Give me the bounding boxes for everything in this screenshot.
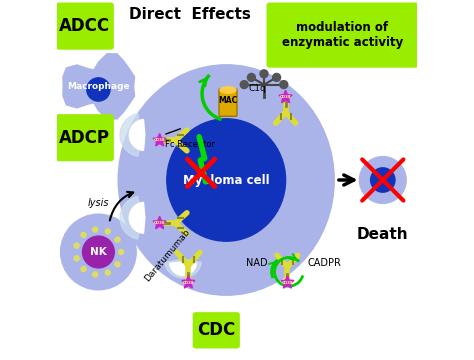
Text: CD38: CD38: [182, 280, 194, 285]
Text: CDC: CDC: [197, 321, 236, 339]
Text: CD38: CD38: [280, 95, 292, 99]
Wedge shape: [129, 120, 145, 150]
Circle shape: [81, 232, 86, 237]
Circle shape: [92, 272, 98, 277]
Text: Direct  Effects: Direct Effects: [129, 7, 251, 22]
Circle shape: [240, 81, 248, 89]
Polygon shape: [279, 90, 292, 103]
Ellipse shape: [167, 119, 286, 241]
Circle shape: [115, 237, 120, 242]
Text: Fc Receptor: Fc Receptor: [165, 140, 215, 149]
Circle shape: [118, 249, 124, 255]
Text: CD38: CD38: [282, 280, 293, 285]
Circle shape: [61, 214, 136, 290]
Wedge shape: [120, 114, 142, 156]
Circle shape: [359, 157, 406, 203]
Text: NK: NK: [90, 247, 107, 257]
Text: lysis: lysis: [88, 198, 109, 208]
Circle shape: [260, 70, 268, 78]
Text: ADCP: ADCP: [59, 129, 110, 147]
FancyBboxPatch shape: [266, 3, 418, 68]
Text: Macrophage: Macrophage: [67, 82, 130, 91]
Circle shape: [87, 78, 110, 101]
Text: Daratumumab: Daratumumab: [142, 228, 191, 284]
Text: Myeloma cell: Myeloma cell: [183, 174, 270, 186]
Text: ADCC: ADCC: [59, 17, 110, 35]
Text: Death: Death: [357, 227, 409, 242]
Circle shape: [82, 236, 114, 268]
Circle shape: [74, 256, 79, 261]
Circle shape: [74, 243, 79, 248]
Circle shape: [115, 262, 120, 267]
Circle shape: [247, 73, 255, 81]
Text: C1q: C1q: [248, 84, 266, 93]
Polygon shape: [182, 276, 195, 288]
Circle shape: [105, 270, 110, 275]
Circle shape: [273, 73, 281, 81]
Circle shape: [81, 267, 86, 272]
Polygon shape: [63, 54, 135, 119]
Text: modulation of
enzymatic activity: modulation of enzymatic activity: [282, 21, 403, 49]
Circle shape: [280, 81, 288, 89]
Circle shape: [371, 168, 395, 192]
Polygon shape: [153, 134, 166, 146]
Text: NAD: NAD: [246, 258, 268, 268]
Wedge shape: [170, 262, 196, 275]
FancyBboxPatch shape: [56, 114, 114, 161]
FancyBboxPatch shape: [193, 312, 240, 348]
Text: CD38: CD38: [154, 138, 165, 143]
Circle shape: [92, 227, 98, 232]
Ellipse shape: [220, 87, 236, 93]
Ellipse shape: [118, 65, 334, 295]
Polygon shape: [281, 276, 294, 288]
Circle shape: [105, 229, 110, 234]
Text: CADPR: CADPR: [307, 258, 341, 268]
FancyBboxPatch shape: [219, 89, 237, 116]
Text: MAC: MAC: [219, 96, 237, 105]
Wedge shape: [164, 259, 201, 278]
Wedge shape: [120, 197, 142, 239]
Polygon shape: [153, 216, 166, 229]
Text: CD38: CD38: [154, 221, 165, 225]
FancyBboxPatch shape: [56, 3, 114, 50]
Wedge shape: [129, 202, 145, 233]
